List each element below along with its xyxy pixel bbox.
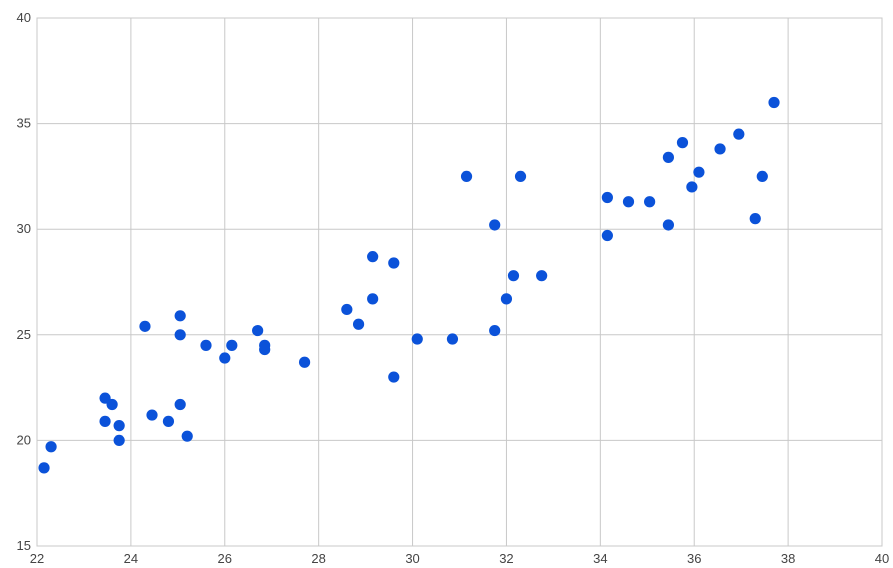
- data-point: [259, 343, 271, 356]
- data-point: [174, 398, 186, 411]
- y-tick-label: 40: [17, 10, 31, 25]
- data-point: [644, 196, 656, 208]
- x-tick-label: 30: [405, 551, 419, 566]
- y-tick-label: 20: [17, 432, 31, 447]
- data-point: [252, 324, 264, 337]
- data-point: [388, 371, 400, 383]
- data-point: [507, 270, 520, 282]
- x-tick-label: 34: [593, 551, 607, 566]
- y-axis-tick-labels: 15 20 25 30 35 40: [17, 10, 31, 553]
- data-point: [352, 318, 365, 330]
- data-point: [489, 324, 501, 337]
- data-point: [99, 415, 111, 427]
- data-point: [749, 213, 761, 225]
- data-point: [113, 434, 125, 446]
- data-point: [662, 219, 675, 231]
- x-tick-label: 32: [499, 551, 513, 566]
- data-point: [139, 320, 151, 332]
- data-point: [536, 270, 548, 282]
- data-point: [113, 420, 125, 432]
- data-point: [106, 398, 118, 411]
- x-tick-label: 40: [875, 551, 889, 566]
- x-axis-tick-labels: 22 24 26 28 30 32 34 36 38 40: [30, 551, 889, 566]
- data-point: [460, 170, 473, 182]
- grid-lines: [36, 17, 883, 547]
- x-tick-label: 28: [311, 551, 325, 566]
- data-point: [341, 303, 353, 316]
- x-tick-label: 36: [687, 551, 701, 566]
- x-tick-label: 38: [781, 551, 795, 566]
- data-point: [514, 170, 527, 182]
- data-point: [45, 441, 57, 453]
- data-point: [622, 196, 635, 208]
- y-tick-label: 25: [17, 327, 31, 342]
- data-point: [446, 333, 459, 345]
- data-point: [601, 229, 613, 242]
- data-point: [756, 170, 768, 182]
- data-point: [162, 415, 175, 427]
- data-point: [500, 293, 513, 305]
- data-point: [367, 293, 379, 305]
- x-tick-label: 24: [124, 551, 138, 566]
- data-point: [662, 151, 675, 163]
- data-points: [38, 96, 780, 474]
- x-tick-label: 26: [218, 551, 232, 566]
- data-point: [174, 310, 186, 322]
- data-point: [601, 191, 613, 204]
- data-point: [714, 143, 726, 155]
- data-point: [367, 251, 379, 263]
- data-point: [146, 409, 158, 421]
- data-point: [298, 356, 311, 368]
- plot-area: [36, 17, 883, 547]
- data-point: [200, 339, 212, 351]
- x-tick-label: 22: [30, 551, 44, 566]
- data-point: [181, 430, 193, 442]
- data-point: [489, 219, 501, 231]
- data-point: [219, 352, 231, 364]
- data-point: [768, 96, 780, 109]
- y-tick-label: 35: [17, 116, 31, 131]
- data-point: [388, 257, 400, 269]
- data-point: [686, 181, 698, 193]
- data-point: [733, 128, 745, 140]
- data-point: [676, 137, 689, 149]
- data-point: [411, 333, 423, 345]
- data-point: [38, 462, 50, 474]
- data-point: [693, 166, 705, 178]
- data-point: [226, 339, 238, 351]
- y-tick-label: 15: [17, 538, 31, 553]
- data-point: [174, 329, 186, 341]
- y-tick-label: 30: [17, 221, 31, 236]
